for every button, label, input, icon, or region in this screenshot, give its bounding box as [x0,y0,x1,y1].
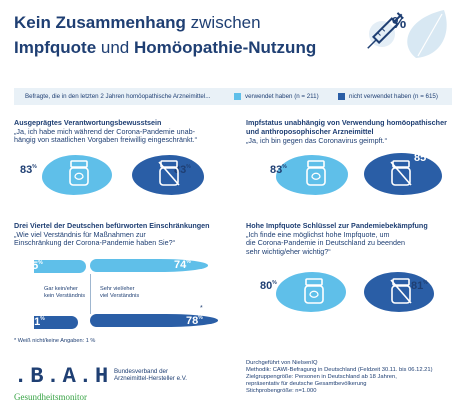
panel1-chart: 83% 83% [14,150,229,200]
medicine-jar-crossed-icon [390,160,412,186]
medicine-jar-crossed-icon [158,160,180,186]
panel3-divider [90,274,91,314]
brand-subtitle: Gesundheitsmonitor [14,392,87,402]
panel2-quote: „Ja, ich bin gegen das Coronavirus geimp… [246,136,388,145]
panel3-used-low-value: 25% [26,260,43,272]
panel3-quote: „Wie viel Verständnis für Maßnahmen zur … [14,230,176,248]
legend-swatch-not-used [338,93,345,100]
medicine-jar-icon [306,160,326,186]
panel3-not-used-high-bar [90,314,218,327]
title-bold-1: Kein Zusammenhang [14,13,186,32]
panel2-not-used-blob [364,153,442,195]
panel3-label-low: Gar kein/eher kein Verständnis [44,286,86,299]
bah-name: Bundesverband der Arzneimittel-Herstelle… [114,368,188,383]
panel4-not-used-value: 81% [411,280,428,292]
medicine-jar-icon [69,160,89,186]
panel3-asterisk: * [200,305,203,312]
panel4-quote: „Ich finde eine möglichst hohe Impfquote… [246,230,406,256]
title-bold-2: Impfquote [14,38,97,57]
panel3-used-low-bar [34,260,86,273]
medicine-jar-crossed-icon [390,278,412,304]
bah-logo: .B.A.H [14,364,112,389]
legend-swatch-used [234,93,241,100]
panel2-used-value: 83% [270,164,287,176]
title-light-2: und [96,38,134,57]
panel3-footnote: * Weiß nicht/keine Angaben: 1 % [14,338,96,344]
page-title-line2: Impfquote und Homöopathie-Nutzung [14,37,316,58]
panel4-chart: 80% 81% [246,268,461,318]
panel1-quote: „Ja, ich habe mich während der Corona-Pa… [14,127,197,145]
panel3-used-high-value: 74% [174,259,191,271]
panel3-used-high-bar [90,259,208,272]
panel3-not-used-low-value: 21% [28,316,45,328]
panel3-not-used-high-value: 78% [186,315,203,327]
title-bold-3: Homöopathie-Nutzung [133,38,317,57]
percent-symbol: % [392,15,406,32]
method-note: Durchgeführt von NielsenIQ Methodik: CAW… [246,360,433,394]
panel3-label-high: Sehr viel/eher viel Verständnis [100,286,140,299]
panel3-chart: 25% 74% Gar kein/eher kein Verständnis S… [14,256,234,334]
panel2-heading: Impfstatus unabhängig von Verwendung hom… [246,118,447,136]
title-light-1: zwischen [185,13,261,32]
panel3-heading: Drei Viertel der Deutschen befürworten E… [14,221,210,230]
panel1-used-value: 83% [20,164,37,176]
legend-question: Befragte, die in den letzten 2 Jahren ho… [25,93,211,100]
legend-used-label: verwendet haben (n = 211) [245,93,319,100]
medicine-jar-icon [304,278,324,304]
legend-bar: Befragte, die in den letzten 2 Jahren ho… [14,88,452,105]
legend-not-used-label: nicht verwendet haben (n = 615) [349,93,438,100]
panel1-heading: Ausgeprägtes Verantwortungsbewusstsein [14,118,162,127]
panel2-chart: 83% 85% [246,150,461,200]
syringe-leaf-icon: % [367,10,447,58]
panel3-not-used-low-bar [34,316,78,329]
panel4-used-value: 80% [260,280,277,292]
panel4-heading: Hohe Impfquote Schlüssel zur Pandemiebek… [246,221,428,230]
page-title: Kein Zusammenhang zwischen [14,12,261,33]
panel2-not-used-value: 85% [414,152,431,164]
